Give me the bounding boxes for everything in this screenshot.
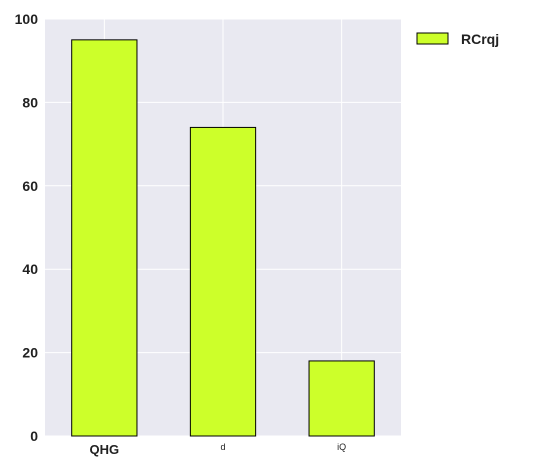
legend-swatch — [416, 32, 449, 45]
x-tick-label: iQ — [337, 442, 346, 452]
y-axis-ticks: 0 20 40 60 80 100 — [15, 11, 39, 444]
x-axis-ticks: QHG d iQ — [90, 442, 347, 457]
bar-qhg — [71, 39, 138, 437]
y-tick-label: 100 — [15, 11, 39, 27]
bars — [71, 39, 375, 437]
y-tick-label: 80 — [22, 94, 38, 110]
y-tick-label: 60 — [22, 178, 38, 194]
bar-d — [189, 126, 257, 437]
y-tick-label: 40 — [22, 261, 38, 277]
y-tick-label: 20 — [22, 345, 38, 361]
y-tick-label: 0 — [30, 428, 38, 444]
x-tick-label: QHG — [90, 442, 120, 457]
x-tick-label: d — [220, 442, 225, 452]
legend: RCrqj — [416, 31, 499, 47]
bar-iq — [308, 360, 375, 437]
legend-label-rcrqj: RCrqj — [461, 31, 499, 47]
